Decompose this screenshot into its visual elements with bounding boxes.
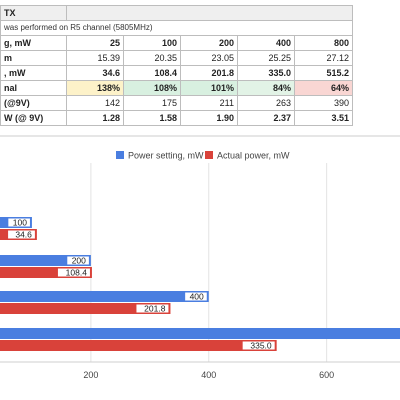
legend-swatch [116, 151, 124, 159]
table-cell: 1.90 [180, 110, 238, 126]
x-tick-label: 600 [319, 370, 334, 380]
table-title: TX [0, 5, 67, 21]
bar-value-label: 400 [190, 292, 204, 302]
bar [0, 267, 92, 278]
legend-swatch [205, 151, 213, 159]
bars: 100 200 400 34.6 108.4 201.8 335.0 [0, 217, 400, 351]
x-tick-label: 400 [201, 370, 216, 380]
x-axis-ticks: 200 400 600 [83, 370, 334, 380]
bar [0, 255, 91, 266]
row-label: W (@ 9V) [0, 110, 67, 126]
legend: Power setting, mW Actual power, mW [116, 151, 290, 161]
table-cell: 3.51 [294, 110, 353, 126]
bar-label-bg [8, 218, 30, 227]
legend-label: Power setting, mW [128, 151, 204, 161]
bar [0, 328, 400, 339]
table-row: , mW 34.6 108.4 201.8 335.0 515.2 [0, 65, 353, 81]
bar-label-bg [67, 256, 89, 265]
table-cell: 2.37 [237, 110, 295, 126]
bar-label-bg [57, 268, 90, 277]
percent-cell: 64% [294, 80, 353, 96]
table-cell: 1.28 [66, 110, 124, 126]
bar-label-bg [8, 230, 35, 239]
bar-value-label: 335.0 [250, 341, 272, 351]
bar-label-bg [185, 292, 207, 301]
bar [0, 340, 277, 351]
bar-value-label: 108.4 [66, 268, 88, 278]
bar [0, 291, 209, 302]
legend-label: Actual power, mW [217, 151, 290, 161]
bar-label-bg [242, 341, 275, 350]
bar [0, 303, 171, 314]
x-tick-label: 200 [83, 370, 98, 380]
bar-label-bg [136, 304, 169, 313]
table-row: nal 138% 108% 101% 84% 64% [0, 80, 353, 96]
bar-value-label: 201.8 [144, 304, 166, 314]
table-row: (@9V) 142 175 211 263 390 [0, 95, 353, 111]
data-table: TX was performed on R5 channel (5805MHz)… [0, 5, 353, 126]
percent-cell: 84% [237, 80, 295, 96]
bar-value-label: 34.6 [15, 230, 32, 240]
table-title-fill [66, 5, 353, 21]
bar-value-label: 100 [13, 218, 27, 228]
bar-value-label: 200 [72, 256, 86, 266]
percent-cell: 138% [66, 80, 124, 96]
table-cell: 1.58 [123, 110, 181, 126]
table-row: W (@ 9V) 1.28 1.58 1.90 2.37 3.51 [0, 110, 353, 126]
